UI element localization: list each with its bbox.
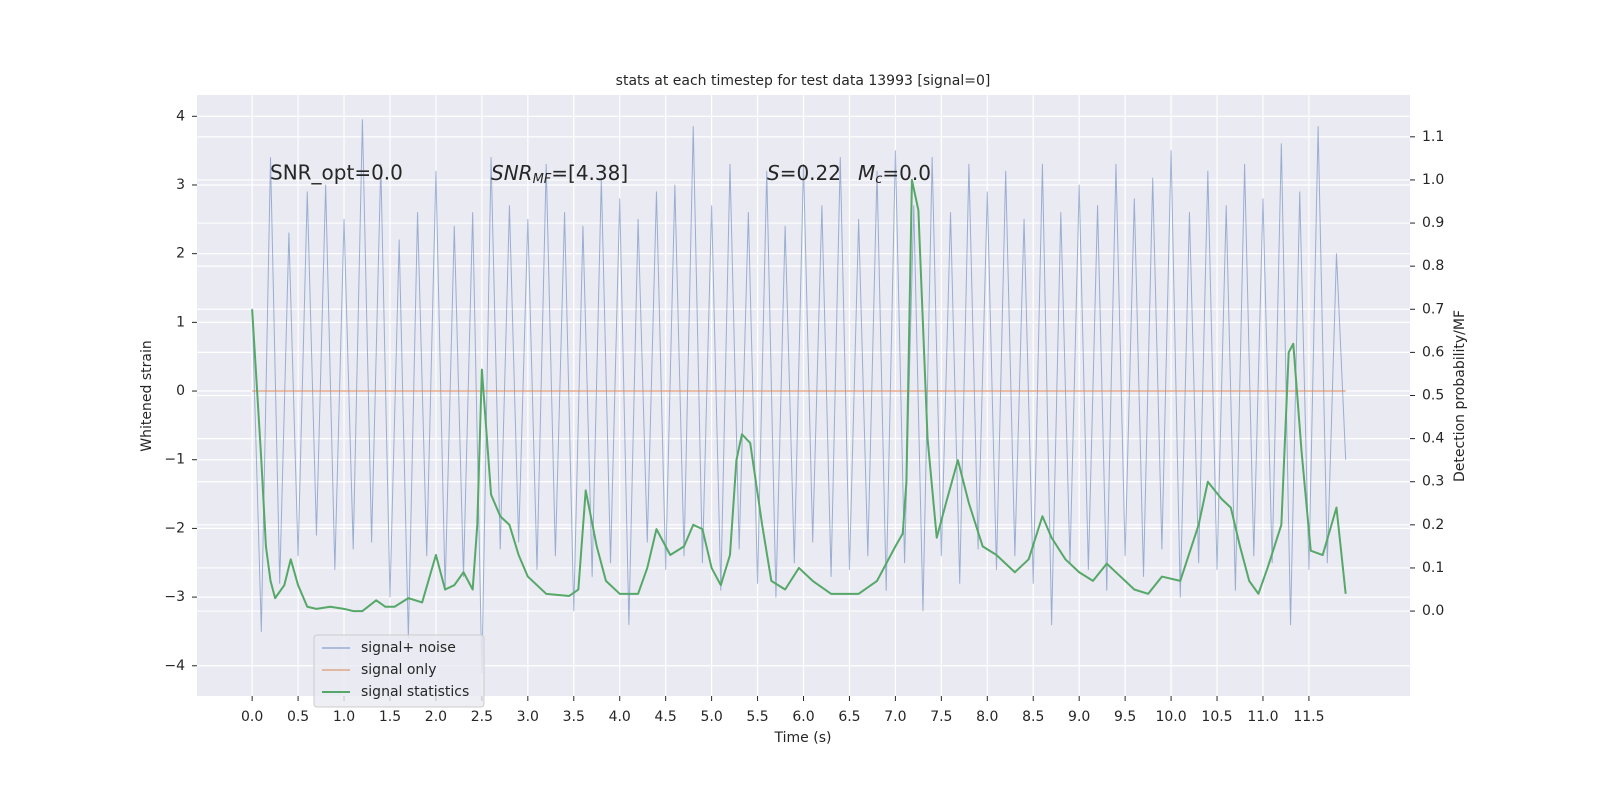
y2-tick-label: 0.8	[1422, 258, 1444, 274]
legend: signal+ noise signal only signal statistic…	[313, 634, 485, 708]
annotation-sub: c	[875, 172, 882, 187]
x-tick-label: 3.5	[563, 709, 585, 725]
x-tick-label: 2.0	[425, 709, 447, 725]
y2-tick-label: 0.5	[1422, 388, 1444, 404]
chart-title: stats at each timestep for test data 139…	[616, 73, 991, 89]
annotation-part: SNR	[491, 161, 533, 185]
y2-tick-label: 0.4	[1422, 431, 1444, 447]
annotation: Mc=0.0	[858, 161, 931, 187]
y-tick-label: −2	[164, 520, 185, 536]
x-tick-label: 0.5	[287, 709, 309, 725]
x-tick-label: 8.5	[1022, 709, 1044, 725]
x-tick-label: 11.5	[1293, 709, 1324, 725]
legend-label: signal only	[361, 662, 436, 678]
x-tick-label: 9.0	[1068, 709, 1090, 725]
lines	[251, 119, 1347, 674]
series-line	[251, 178, 1347, 613]
y-axis-label: Whitened strain	[139, 340, 155, 451]
y2-tick-label: 0.3	[1422, 474, 1444, 490]
x-tick-label: 6.0	[792, 709, 814, 725]
legend-box	[313, 634, 485, 708]
annotation-part: M	[858, 161, 875, 185]
annotation-part: =0.22	[780, 161, 841, 185]
x-tick-label: 8.0	[976, 709, 998, 725]
y-tick-label: −1	[164, 452, 185, 468]
y2-tick-label: 0.6	[1422, 344, 1444, 360]
ticks: 0.0 0.5 1.0 1.5 2.0 2.5 3.0 3.5 4.0 4.5 5.0 5.5 6.0 6…	[164, 108, 1444, 725]
y-tick-label: −4	[164, 658, 185, 674]
y-tick-label: 1	[176, 314, 185, 330]
x-tick-label: 1.5	[379, 709, 401, 725]
y2-tick-label: 0.2	[1422, 517, 1444, 533]
annotation-part: =0.0	[882, 161, 931, 185]
series-line	[251, 119, 1347, 674]
x-axis-label: Time (s)	[774, 730, 832, 746]
y2-axis-label: Detection probability/MF	[1452, 310, 1468, 482]
x-tick-label: 7.5	[930, 709, 952, 725]
y-tick-label: 0	[176, 383, 185, 399]
x-tick-label: 5.0	[700, 709, 722, 725]
x-tick-label: 3.0	[517, 709, 539, 725]
x-tick-label: 4.5	[655, 709, 677, 725]
annotation: S=0.22	[767, 161, 841, 185]
y2-tick-label: 0.1	[1422, 560, 1444, 576]
legend-label: signal+ noise	[361, 640, 456, 656]
y-tick-label: 2	[176, 246, 185, 262]
y-tick-label: 3	[176, 177, 185, 193]
x-tick-label: 6.5	[838, 709, 860, 725]
y2-tick-label: 0.0	[1422, 603, 1444, 619]
y-tick-label: 4	[176, 108, 185, 124]
annotation-part: S	[767, 161, 780, 185]
annotation: SNR_opt=0.0	[270, 161, 403, 185]
annotation-sub: MF	[533, 172, 552, 187]
y2-tick-label: 0.7	[1422, 301, 1444, 317]
x-tick-label: 5.5	[746, 709, 768, 725]
x-tick-label: 9.5	[1114, 709, 1136, 725]
x-tick-label: 7.0	[884, 709, 906, 725]
x-tick-label: 4.0	[609, 709, 631, 725]
annotation-part: =[4.38]	[551, 161, 628, 185]
x-tick-label: 10.0	[1155, 709, 1186, 725]
y2-tick-label: 1.1	[1422, 129, 1444, 145]
y-tick-label: −3	[164, 589, 185, 605]
x-tick-label: 2.5	[471, 709, 493, 725]
y2-tick-label: 1.0	[1422, 172, 1444, 188]
y2-tick-label: 0.9	[1422, 215, 1444, 231]
x-tick-label: 0.0	[241, 709, 263, 725]
x-tick-label: 1.0	[333, 709, 355, 725]
x-tick-label: 11.0	[1247, 709, 1278, 725]
annotation: SNRMF=[4.38]	[491, 161, 628, 187]
legend-label: signal statistics	[361, 684, 469, 700]
x-tick-label: 10.5	[1201, 709, 1232, 725]
